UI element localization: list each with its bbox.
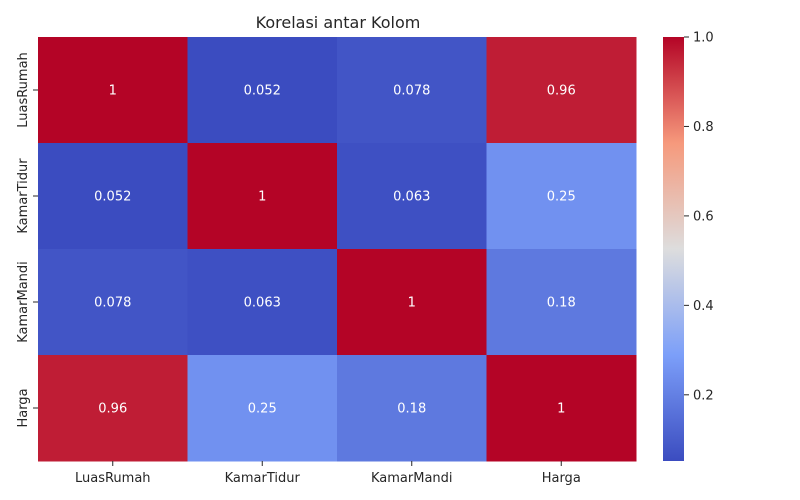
heatmap-cell <box>486 37 637 144</box>
cell-value-label: 0.96 <box>98 402 127 417</box>
cell-value-label: 0.18 <box>397 402 426 417</box>
heatmap-cell <box>187 355 338 462</box>
colorbar-tick-label: 1.0 <box>693 31 714 46</box>
cell-value-label: 0.063 <box>244 296 281 311</box>
heatmap-cell <box>38 249 188 356</box>
heatmap-cells: 1 0.052 0.078 0.96 0.052 1 0.063 0.25 0.078 0.063… <box>38 37 637 462</box>
heatmap-cell <box>486 355 637 462</box>
colorbar-gradient <box>663 37 684 461</box>
cell-value-label: 0.052 <box>244 84 281 99</box>
heatmap-cell <box>486 143 637 250</box>
heatmap-cell <box>486 249 637 356</box>
cell-value-label: 0.078 <box>94 296 131 311</box>
heatmap-cell <box>38 37 188 144</box>
colorbar-tick-label: 0.6 <box>693 209 714 224</box>
y-tick-label: Harga <box>16 388 31 427</box>
y-tick-label: LuasRumah <box>16 52 31 128</box>
colorbar: 0.2 0.4 0.6 0.8 1.0 <box>663 31 714 461</box>
heatmap-cell <box>187 37 338 144</box>
chart-title: Korelasi antar Kolom <box>256 13 421 32</box>
cell-value-label: 1 <box>258 190 266 205</box>
heatmap-cell <box>187 249 338 356</box>
x-tick-label: Harga <box>542 471 581 486</box>
y-axis: LuasRumah KamarTidur KamarMandi Harga <box>16 52 38 428</box>
heatmap-cell <box>337 355 487 462</box>
heatmap-cell <box>38 143 188 250</box>
y-tick-label: KamarMandi <box>16 261 31 343</box>
x-tick-label: KamarTidur <box>225 471 301 486</box>
colorbar-tick-label: 0.8 <box>693 120 714 135</box>
x-tick-label: LuasRumah <box>75 471 151 486</box>
cell-value-label: 1 <box>557 402 565 417</box>
cell-value-label: 0.052 <box>94 190 131 205</box>
heatmap-cell <box>337 143 487 250</box>
cell-value-label: 0.25 <box>547 190 576 205</box>
x-axis: LuasRumah KamarTidur KamarMandi Harga <box>75 461 581 486</box>
heatmap-cell <box>337 37 487 144</box>
x-tick-label: KamarMandi <box>371 471 453 486</box>
colorbar-tick-label: 0.4 <box>693 299 714 314</box>
cell-value-label: 0.96 <box>547 84 576 99</box>
colorbar-tick-label: 0.2 <box>693 388 714 403</box>
y-tick-label: KamarTidur <box>16 158 31 234</box>
cell-value-label: 0.078 <box>393 84 430 99</box>
cell-value-label: 0.25 <box>248 402 277 417</box>
cell-value-label: 1 <box>109 84 117 99</box>
cell-value-label: 0.063 <box>393 190 430 205</box>
cell-value-label: 0.18 <box>547 296 576 311</box>
heatmap-cell <box>38 355 188 462</box>
heatmap-cell <box>187 143 338 250</box>
cell-value-label: 1 <box>408 296 416 311</box>
heatmap-cell <box>337 249 487 356</box>
